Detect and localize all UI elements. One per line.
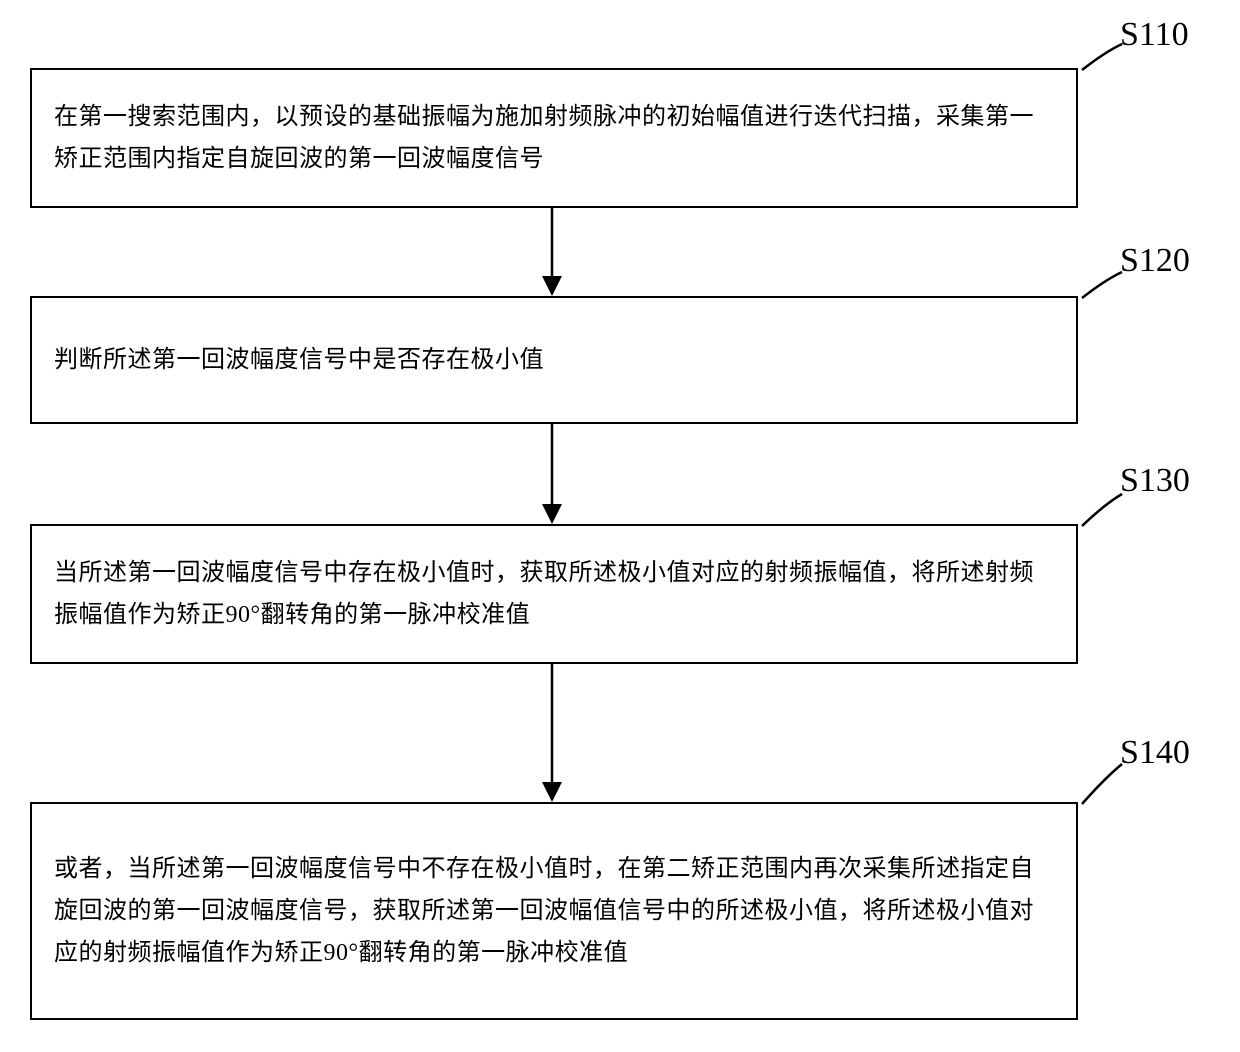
flow-node-n3: 当所述第一回波幅度信号中存在极小值时，获取所述极小值对应的射频振幅值，将所述射频… xyxy=(30,524,1078,664)
step-label-S140: S140 xyxy=(1120,734,1190,772)
step-label-S130: S130 xyxy=(1120,462,1190,500)
flow-node-n1: 在第一搜索范围内，以预设的基础振幅为施加射频脉冲的初始幅值进行迭代扫描，采集第一… xyxy=(30,68,1078,208)
flow-node-n4: 或者，当所述第一回波幅度信号中不存在极小值时，在第二矫正范围内再次采集所述指定自… xyxy=(30,802,1078,1020)
step-label-S120: S120 xyxy=(1120,242,1190,280)
flow-node-n2: 判断所述第一回波幅度信号中是否存在极小值 xyxy=(30,296,1078,424)
flowchart-canvas: 在第一搜索范围内，以预设的基础振幅为施加射频脉冲的初始幅值进行迭代扫描，采集第一… xyxy=(0,0,1240,1052)
step-label-S110: S110 xyxy=(1120,16,1189,54)
